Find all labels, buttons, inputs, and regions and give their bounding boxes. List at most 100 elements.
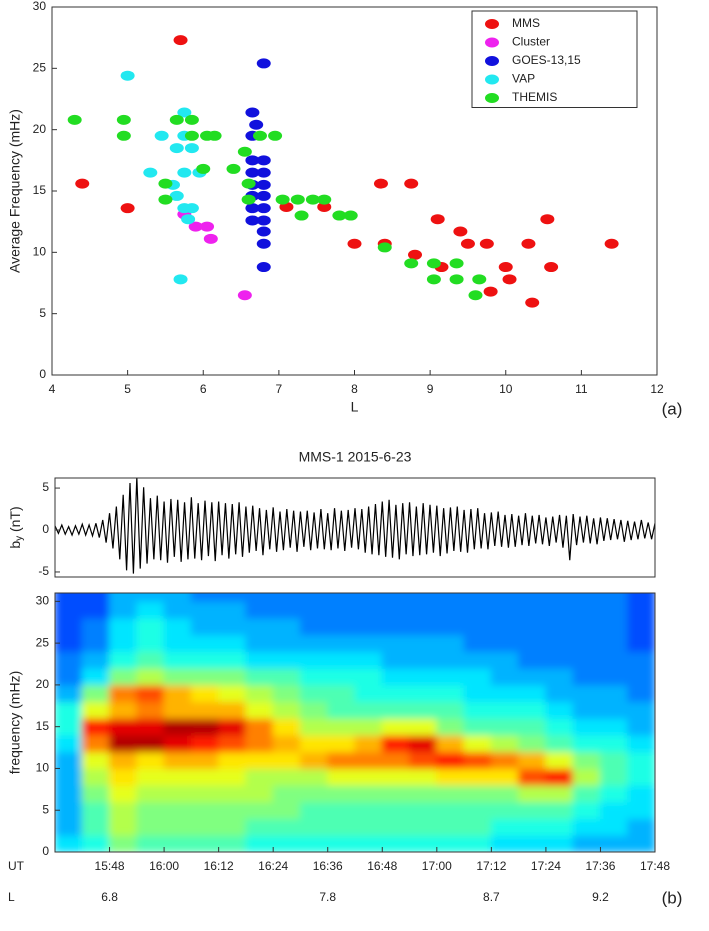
heatmap-cell xyxy=(218,834,247,852)
heatmap-cell xyxy=(545,717,574,736)
scatter-point xyxy=(544,262,559,273)
heatmap-cell xyxy=(272,593,301,602)
heatmap-cell xyxy=(381,701,411,719)
x-tick-label: 16:24 xyxy=(258,859,288,873)
scatter-point xyxy=(181,214,196,225)
heatmap-cell xyxy=(381,784,411,803)
heatmap-cell xyxy=(245,667,274,686)
heatmap-cell xyxy=(409,684,438,703)
heatmap-cell xyxy=(272,617,301,636)
heatmap-cell xyxy=(272,701,301,719)
heatmap-cell xyxy=(81,617,111,636)
heatmap-cell xyxy=(245,600,274,619)
heatmap-cell xyxy=(109,617,138,636)
heatmap-cell xyxy=(109,650,138,669)
x-tick-label: 16:36 xyxy=(313,859,343,873)
heatmap-cell xyxy=(327,593,356,602)
heatmap-cell xyxy=(272,834,301,852)
heatmap-cell xyxy=(299,734,329,753)
heatmap-cell xyxy=(599,634,629,652)
heatmap-cell xyxy=(136,701,165,719)
x-tick-label: 12 xyxy=(650,382,664,396)
x-axis-label: L xyxy=(351,399,359,415)
scatter-point xyxy=(275,194,290,205)
heatmap-cell xyxy=(327,667,356,686)
heatmap-cell xyxy=(572,684,601,703)
scatter-point xyxy=(604,238,619,249)
heatmap-cell xyxy=(55,784,83,803)
heatmap-cell xyxy=(463,667,492,686)
heatmap-cell xyxy=(299,600,329,619)
scatter-point xyxy=(498,262,513,273)
heatmap-cell xyxy=(245,751,274,769)
heatmap-cell xyxy=(490,667,520,686)
heatmap-cell xyxy=(190,684,220,703)
scatter-point xyxy=(252,130,267,141)
heatmap-cell xyxy=(163,751,192,769)
scatter-point xyxy=(317,201,332,212)
l-value-label: 8.7 xyxy=(483,890,500,904)
heatmap-cell xyxy=(381,634,411,652)
x-tick-label: 16:12 xyxy=(204,859,234,873)
scatter-point xyxy=(377,242,392,253)
heatmap-cell xyxy=(518,667,547,686)
heatmap-cell xyxy=(109,600,138,619)
heatmap-cell xyxy=(190,818,220,836)
scatter-point xyxy=(196,163,211,174)
heatmap-cell xyxy=(218,684,247,703)
heatmap-cell xyxy=(490,593,520,602)
scatter-point xyxy=(268,130,283,141)
heatmap-cell xyxy=(272,801,301,820)
heatmap-cell xyxy=(572,834,601,852)
y-tick-label: 0 xyxy=(39,367,46,381)
heatmap-cell xyxy=(463,617,492,636)
scatter-point xyxy=(430,214,445,225)
heatmap-cell xyxy=(81,767,111,786)
heatmap-cell xyxy=(136,593,165,602)
y-tick-label: 5 xyxy=(39,306,46,320)
y-tick-label: 30 xyxy=(36,594,50,608)
heatmap-cell xyxy=(518,801,547,820)
legend-marker xyxy=(485,56,499,66)
heatmap-cell xyxy=(490,767,520,786)
heatmap-cell xyxy=(627,617,655,636)
y-tick-label: 10 xyxy=(33,245,47,259)
heatmap-cell xyxy=(354,767,383,786)
heatmap-cell xyxy=(81,801,111,820)
heatmap-cell xyxy=(327,734,356,753)
heatmap-cell xyxy=(599,767,629,786)
heatmap-cell xyxy=(599,600,629,619)
heatmap-cell xyxy=(136,818,165,836)
heatmap-cell xyxy=(572,600,601,619)
scatter-point xyxy=(404,258,419,269)
heatmap-cell xyxy=(299,818,329,836)
heatmap-cell xyxy=(55,600,83,619)
scatter-point xyxy=(317,194,332,205)
y-tick-label: 20 xyxy=(36,677,50,691)
heatmap-cell xyxy=(218,593,247,602)
heatmap-cell xyxy=(354,717,383,736)
heatmap-cell xyxy=(599,617,629,636)
heatmap-cell xyxy=(327,751,356,769)
heatmap-cell xyxy=(190,717,220,736)
heatmap-cell xyxy=(627,634,655,652)
heatmap-cell xyxy=(163,801,192,820)
heatmap-cell xyxy=(327,600,356,619)
scatter-point xyxy=(249,119,264,130)
heatmap-cell xyxy=(436,784,465,803)
heatmap-cell xyxy=(463,818,492,836)
x-tick-label: 5 xyxy=(124,382,131,396)
heatmap-cell xyxy=(436,734,465,753)
heatmap-cell xyxy=(55,617,83,636)
heatmap-cell xyxy=(518,717,547,736)
scatter-point xyxy=(256,58,271,69)
heatmap-cell xyxy=(81,667,111,686)
heatmap-cell xyxy=(245,684,274,703)
heatmap-cell xyxy=(109,684,138,703)
heatmap-cell xyxy=(545,751,574,769)
heatmap-cell xyxy=(272,684,301,703)
heatmap-cell xyxy=(409,667,438,686)
heatmap-cell xyxy=(463,834,492,852)
heatmap-cell xyxy=(354,593,383,602)
heatmap-cell xyxy=(55,717,83,736)
